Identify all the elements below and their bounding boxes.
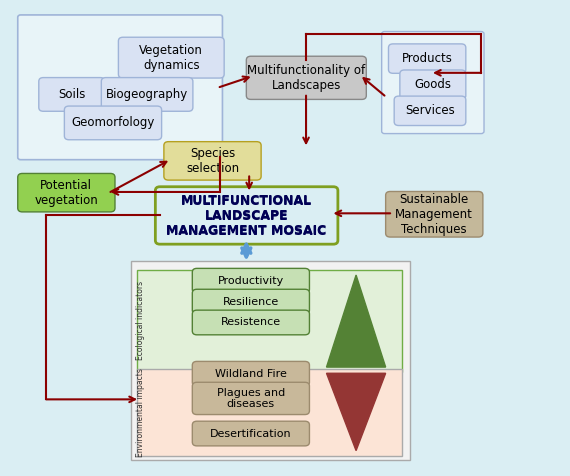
Text: MANAGEMENT MOSAIC: MANAGEMENT MOSAIC xyxy=(166,225,327,238)
Text: Vegetation
dynamics: Vegetation dynamics xyxy=(139,44,203,72)
FancyBboxPatch shape xyxy=(192,421,310,446)
FancyBboxPatch shape xyxy=(132,261,410,460)
FancyBboxPatch shape xyxy=(192,289,310,314)
FancyBboxPatch shape xyxy=(39,78,105,111)
FancyBboxPatch shape xyxy=(246,56,367,99)
Text: Services: Services xyxy=(405,104,455,117)
Text: Goods: Goods xyxy=(414,78,451,91)
Text: Desertification: Desertification xyxy=(210,428,292,438)
FancyBboxPatch shape xyxy=(394,96,466,126)
Text: Soils: Soils xyxy=(58,88,86,101)
FancyBboxPatch shape xyxy=(192,268,310,293)
Text: Sustainable
Management
Techniques: Sustainable Management Techniques xyxy=(396,193,473,236)
Text: Resistence: Resistence xyxy=(221,317,281,327)
FancyBboxPatch shape xyxy=(18,173,115,212)
Polygon shape xyxy=(327,275,386,367)
FancyBboxPatch shape xyxy=(137,270,402,372)
FancyBboxPatch shape xyxy=(18,15,222,159)
Text: Species
selection: Species selection xyxy=(186,147,239,175)
FancyBboxPatch shape xyxy=(400,70,466,99)
FancyBboxPatch shape xyxy=(101,78,193,111)
Text: LANDSCAPE: LANDSCAPE xyxy=(205,210,288,223)
FancyBboxPatch shape xyxy=(137,368,402,456)
Text: Wildland Fire: Wildland Fire xyxy=(215,369,287,379)
FancyBboxPatch shape xyxy=(164,142,261,180)
Text: Environmental impacts: Environmental impacts xyxy=(136,368,145,457)
Text: Products: Products xyxy=(402,52,453,65)
Text: Resilience: Resilience xyxy=(223,297,279,307)
Text: MULTIFUNCTIONAL: MULTIFUNCTIONAL xyxy=(181,195,312,208)
Text: Biogeography: Biogeography xyxy=(106,88,188,101)
Text: Ecological indicators: Ecological indicators xyxy=(136,281,145,360)
Text: Potential
vegetation: Potential vegetation xyxy=(35,178,98,207)
FancyBboxPatch shape xyxy=(119,37,224,78)
Polygon shape xyxy=(327,373,386,451)
FancyBboxPatch shape xyxy=(156,187,338,244)
FancyBboxPatch shape xyxy=(64,106,162,140)
FancyBboxPatch shape xyxy=(192,382,310,415)
FancyBboxPatch shape xyxy=(192,310,310,335)
Text: Multifunctionality of
Landscapes: Multifunctionality of Landscapes xyxy=(247,64,365,92)
FancyBboxPatch shape xyxy=(386,191,483,237)
Text: Productivity: Productivity xyxy=(218,276,284,286)
Text: MULTIFUNCTIONAL
LANDSCAPE
MANAGEMENT MOSAIC: MULTIFUNCTIONAL LANDSCAPE MANAGEMENT MOS… xyxy=(166,194,327,237)
FancyBboxPatch shape xyxy=(382,31,484,134)
Text: Plagues and
diseases: Plagues and diseases xyxy=(217,387,285,409)
Text: Geomorfology: Geomorfology xyxy=(71,117,154,129)
FancyBboxPatch shape xyxy=(192,361,310,386)
FancyBboxPatch shape xyxy=(389,44,466,73)
